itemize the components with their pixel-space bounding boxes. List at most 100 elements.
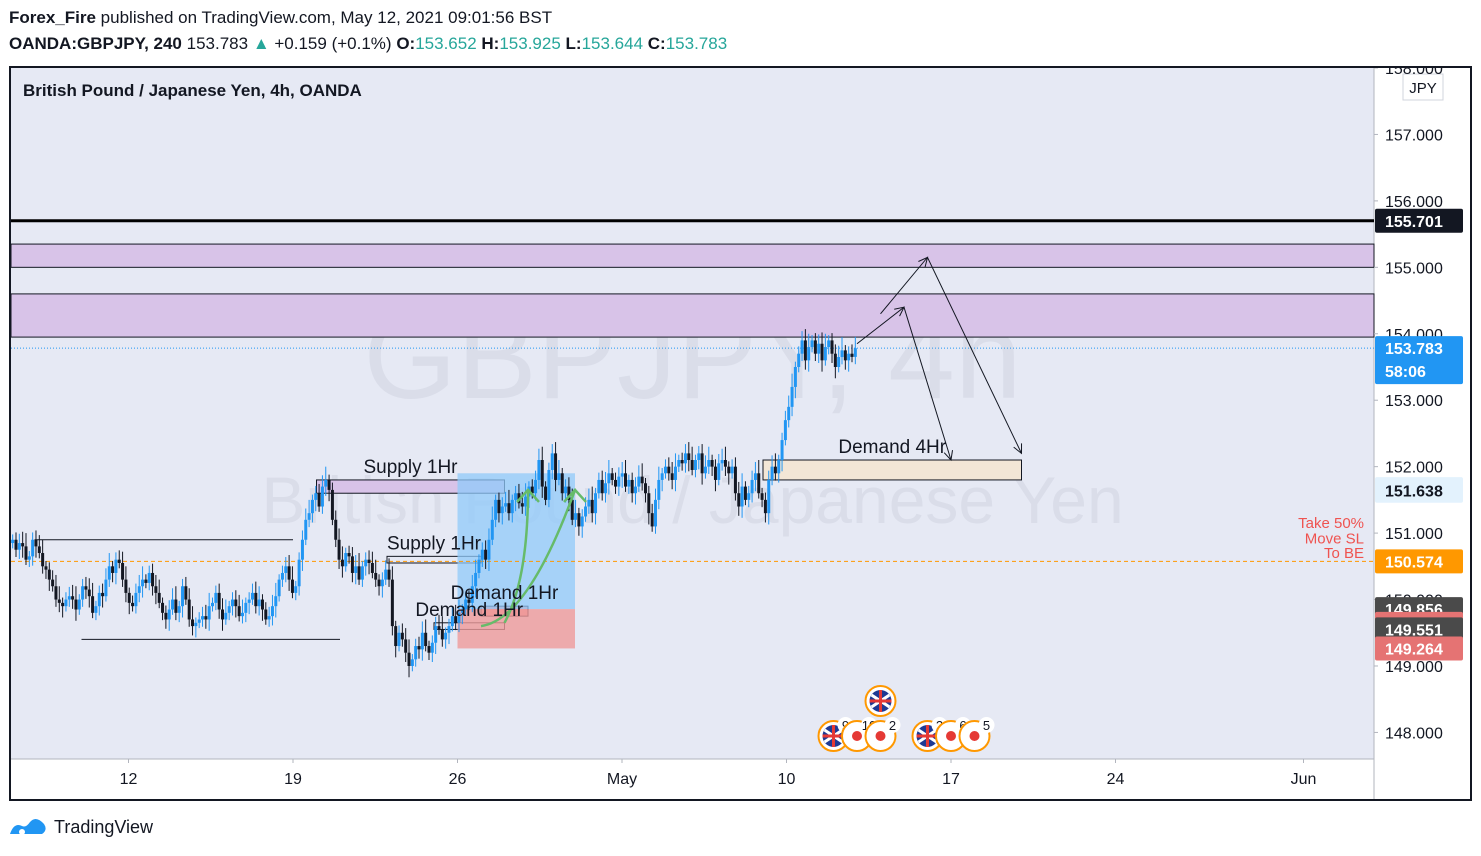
candle-body — [230, 599, 234, 607]
candle-body — [167, 609, 171, 620]
candle-body — [61, 602, 65, 607]
candle-body — [770, 466, 774, 480]
candle-body — [783, 420, 787, 441]
uk-flag-icon[interactable] — [864, 685, 897, 717]
candle-body — [267, 616, 271, 620]
candle-body — [394, 626, 398, 647]
y-tick-label: 148.000 — [1385, 725, 1443, 742]
candle-body — [11, 539, 15, 544]
tradingview-logo-icon[interactable] — [8, 816, 48, 838]
japan-flag-icon[interactable]: 2 — [864, 717, 901, 752]
candle-body — [287, 566, 291, 580]
candle-body — [290, 579, 294, 593]
candle-body — [340, 559, 344, 567]
candle-body — [174, 599, 178, 613]
green-arrow-2[interactable] — [480, 489, 577, 628]
y-tick-label: 153.000 — [1385, 393, 1443, 410]
price-tag-9[interactable] — [1375, 636, 1463, 661]
candle-body — [310, 499, 314, 514]
candle-body — [114, 559, 118, 573]
candle-body — [743, 486, 747, 500]
author-name[interactable]: Forex_Fire — [9, 8, 96, 27]
candle-body — [803, 340, 807, 361]
candle-body — [284, 566, 288, 573]
zone-2[interactable] — [11, 293, 1375, 338]
candle-body — [350, 556, 354, 573]
x-tick-label: 24 — [1107, 771, 1125, 788]
candle-body — [540, 460, 544, 487]
candle-body — [224, 612, 228, 620]
zone-7[interactable] — [762, 459, 1022, 481]
candle-body — [347, 553, 351, 557]
candle-body — [507, 503, 511, 514]
candle-body — [134, 592, 138, 607]
japan-flag-icon[interactable]: 5 — [958, 717, 995, 752]
candle-body — [777, 460, 781, 474]
candle-body — [657, 479, 661, 500]
price-tag-2[interactable] — [1375, 336, 1463, 385]
candle-body — [590, 499, 594, 514]
candle-body — [750, 479, 754, 494]
candle-body — [244, 602, 248, 613]
candle-body — [254, 592, 258, 607]
price-tag-8[interactable] — [1375, 617, 1463, 642]
candle-body — [820, 343, 824, 361]
candle-body — [687, 453, 691, 461]
candle-body — [477, 559, 481, 573]
candle-body — [497, 499, 501, 514]
candle-body — [604, 483, 608, 494]
candle-body — [37, 546, 41, 554]
position-loss-zone[interactable] — [457, 609, 576, 649]
candle-body — [101, 592, 105, 597]
candle-body — [144, 579, 148, 583]
candle-body — [234, 599, 238, 607]
candle-body — [387, 569, 391, 580]
footer-brand[interactable]: TradingView — [54, 816, 154, 837]
green-arrow-head-icon — [516, 488, 540, 503]
candle-body — [217, 592, 221, 610]
close-label: C: — [647, 34, 666, 53]
zone-1[interactable] — [11, 243, 1375, 268]
price-tag-1[interactable] — [1375, 208, 1463, 233]
candle-body — [630, 479, 634, 494]
candle-body — [247, 599, 251, 603]
candle-body — [260, 599, 264, 610]
y-tick-label: 151.000 — [1385, 526, 1443, 543]
candle-body — [720, 460, 724, 464]
candle-body — [707, 460, 711, 467]
event-count-badge — [884, 717, 901, 733]
price-tag-4[interactable] — [1375, 478, 1463, 503]
candle-body — [240, 612, 244, 617]
candle-body — [184, 586, 188, 600]
candle-body — [470, 586, 474, 603]
price-tag-5[interactable] — [1375, 549, 1463, 574]
candle-body — [250, 592, 254, 600]
candle-body — [693, 460, 697, 470]
candle-body — [47, 569, 51, 580]
candle-body — [330, 489, 334, 520]
note-1: Take 50% — [1298, 515, 1364, 532]
candle-body — [237, 606, 241, 617]
close-value: 153.783 — [665, 34, 728, 53]
candle-body — [444, 632, 448, 640]
currency-badge[interactable] — [1402, 73, 1444, 101]
candle-body — [344, 553, 348, 567]
candle-body — [97, 592, 101, 607]
candle-body — [417, 646, 421, 650]
green-arrow-1[interactable] — [503, 489, 530, 624]
candle-body — [104, 579, 108, 597]
candle-body — [787, 406, 791, 421]
candle-body — [414, 646, 418, 660]
note-3: To BE — [1324, 545, 1364, 562]
candle-body — [843, 350, 847, 361]
candle-body — [297, 559, 301, 587]
candle-body — [427, 646, 431, 653]
candle-body — [127, 592, 131, 603]
candle-body — [663, 466, 667, 474]
candle-body — [324, 479, 328, 487]
candle-body — [617, 476, 621, 487]
candle-body — [490, 519, 494, 540]
price-tag-label: 149.551 — [1385, 622, 1443, 639]
candle-body — [524, 496, 528, 507]
